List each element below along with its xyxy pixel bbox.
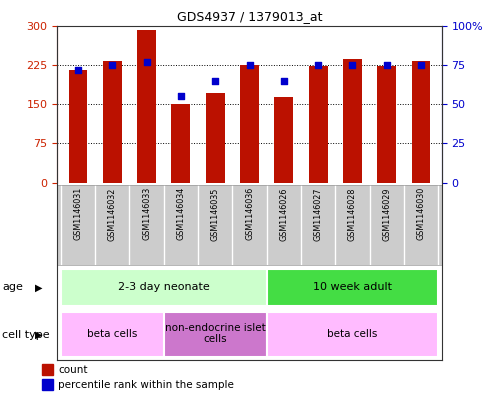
Text: cell type: cell type — [2, 330, 50, 340]
Bar — [206, 93, 225, 183]
Text: 10 week adult: 10 week adult — [313, 282, 392, 292]
Bar — [266, 268, 438, 307]
Text: GSM1146036: GSM1146036 — [245, 187, 254, 241]
Point — [143, 59, 151, 65]
Text: GSM1146035: GSM1146035 — [211, 187, 220, 241]
Text: ▶: ▶ — [35, 283, 43, 292]
Point — [348, 62, 356, 68]
Bar — [61, 268, 266, 307]
Bar — [42, 364, 53, 375]
Point — [383, 62, 391, 68]
Bar — [240, 65, 259, 183]
Bar — [377, 66, 396, 183]
Point — [177, 93, 185, 99]
Text: count: count — [58, 365, 88, 375]
Bar — [103, 61, 122, 183]
Point — [211, 77, 219, 84]
Bar — [68, 70, 87, 183]
Text: age: age — [2, 283, 23, 292]
Text: beta cells: beta cells — [327, 329, 378, 339]
Point — [74, 66, 82, 73]
Bar — [172, 104, 190, 183]
Bar — [137, 30, 156, 183]
Text: GSM1146030: GSM1146030 — [417, 187, 426, 241]
Point — [417, 62, 425, 68]
Point — [246, 62, 253, 68]
Text: GSM1146034: GSM1146034 — [176, 187, 186, 241]
Bar — [266, 312, 438, 357]
Text: GSM1146026: GSM1146026 — [279, 187, 288, 241]
Text: ▶: ▶ — [35, 330, 43, 340]
Bar — [412, 61, 431, 183]
Text: beta cells: beta cells — [87, 329, 137, 339]
Point — [108, 62, 116, 68]
Point — [280, 77, 288, 84]
Bar — [309, 66, 327, 183]
Bar — [164, 312, 266, 357]
Text: GSM1146031: GSM1146031 — [73, 187, 82, 241]
Text: GSM1146032: GSM1146032 — [108, 187, 117, 241]
Text: GSM1146028: GSM1146028 — [348, 187, 357, 241]
Text: percentile rank within the sample: percentile rank within the sample — [58, 380, 234, 390]
Text: 2-3 day neonate: 2-3 day neonate — [118, 282, 210, 292]
Bar — [274, 97, 293, 183]
Text: GSM1146029: GSM1146029 — [382, 187, 391, 241]
Bar — [42, 379, 53, 390]
Point — [314, 62, 322, 68]
Text: GSM1146027: GSM1146027 — [313, 187, 323, 241]
Text: GSM1146033: GSM1146033 — [142, 187, 151, 241]
Title: GDS4937 / 1379013_at: GDS4937 / 1379013_at — [177, 10, 322, 23]
Bar — [61, 312, 164, 357]
Bar — [343, 59, 362, 183]
Text: non-endocrine islet
cells: non-endocrine islet cells — [165, 323, 265, 344]
